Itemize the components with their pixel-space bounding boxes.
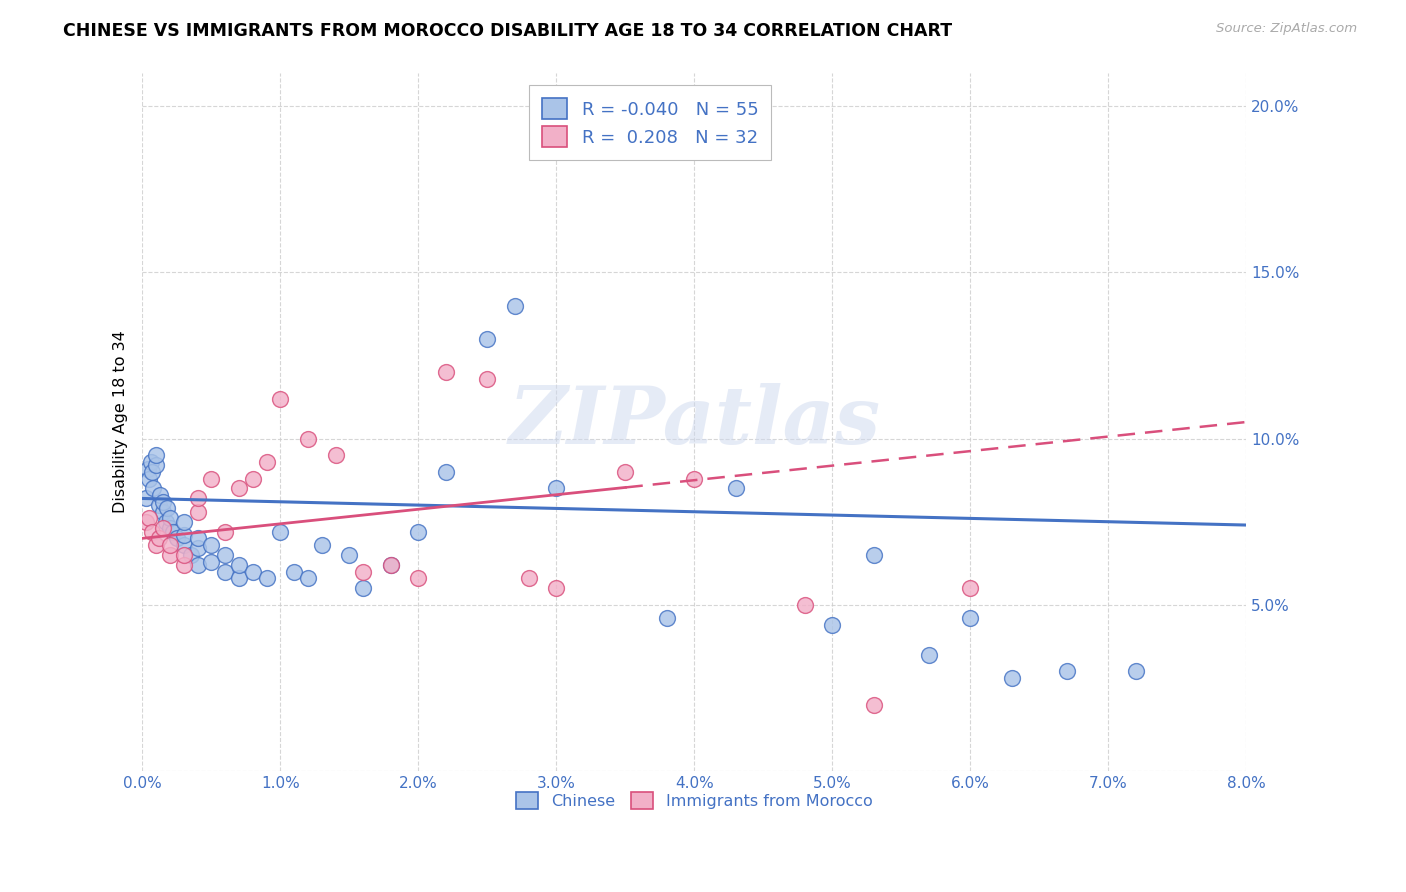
Point (186, 532, 208, 546)
Point (159, 521, 181, 535)
Point (141, 465, 163, 479)
Point (159, 548, 181, 562)
Point (352, 581, 374, 595)
Point (173, 548, 195, 562)
Point (242, 565, 264, 579)
Point (434, 465, 457, 479)
Point (148, 532, 170, 546)
Point (186, 541, 208, 556)
Point (152, 505, 174, 519)
Point (138, 511, 160, 525)
Point (173, 558, 195, 572)
Point (200, 538, 222, 552)
Point (477, 332, 499, 346)
Point (821, 617, 844, 632)
Text: Source: ZipAtlas.com: Source: ZipAtlas.com (1216, 22, 1357, 36)
Point (1056, 665, 1078, 679)
Point (156, 501, 179, 516)
Point (228, 558, 250, 572)
Point (297, 432, 319, 446)
Point (655, 611, 678, 625)
Point (242, 471, 264, 485)
Point (380, 558, 402, 572)
Point (135, 515, 157, 529)
Point (152, 521, 174, 535)
Point (283, 565, 305, 579)
Point (408, 524, 430, 539)
Point (142, 482, 165, 496)
Point (214, 524, 236, 539)
Point (200, 555, 222, 569)
Point (862, 548, 884, 562)
Point (136, 461, 159, 475)
Point (586, 139, 609, 153)
Point (408, 571, 430, 585)
Point (683, 471, 706, 485)
Y-axis label: Disability Age 18 to 34: Disability Age 18 to 34 (114, 331, 128, 514)
Point (325, 448, 347, 462)
Point (724, 482, 747, 496)
Point (297, 571, 319, 585)
Point (337, 548, 360, 562)
Point (173, 515, 195, 529)
Point (186, 505, 208, 519)
Point (269, 392, 291, 406)
Point (148, 498, 170, 512)
Point (434, 365, 457, 379)
Point (546, 581, 568, 595)
Point (352, 565, 374, 579)
Point (1001, 671, 1024, 685)
Point (214, 565, 236, 579)
Point (173, 538, 195, 552)
Point (162, 524, 184, 539)
Point (959, 581, 981, 595)
Point (159, 511, 181, 525)
Point (503, 299, 526, 313)
Point (145, 458, 167, 473)
Point (311, 538, 333, 552)
Point (256, 455, 278, 469)
Point (145, 538, 167, 552)
Text: CHINESE VS IMMIGRANTS FROM MOROCCO DISABILITY AGE 18 TO 34 CORRELATION CHART: CHINESE VS IMMIGRANTS FROM MOROCCO DISAB… (63, 22, 952, 40)
Point (214, 548, 236, 562)
Point (155, 515, 177, 529)
Point (173, 528, 195, 542)
Point (228, 482, 250, 496)
Point (139, 455, 162, 469)
Point (793, 598, 815, 612)
Text: ZIPatlas: ZIPatlas (509, 384, 880, 461)
Point (141, 524, 163, 539)
Legend: Chinese, Immigrants from Morocco: Chinese, Immigrants from Morocco (509, 786, 879, 815)
Point (1125, 665, 1147, 679)
Point (269, 524, 291, 539)
Point (186, 558, 208, 572)
Point (380, 558, 402, 572)
Point (228, 571, 250, 585)
Point (135, 491, 157, 506)
Point (918, 648, 941, 662)
Point (166, 532, 188, 546)
Point (959, 611, 981, 625)
Point (186, 491, 208, 506)
Point (256, 571, 278, 585)
Point (138, 471, 160, 485)
Point (145, 448, 167, 462)
Point (180, 548, 202, 562)
Point (517, 571, 540, 585)
Point (200, 471, 222, 485)
Point (477, 372, 499, 386)
Point (149, 488, 172, 502)
Point (546, 482, 568, 496)
Point (159, 538, 181, 552)
Point (862, 698, 884, 712)
Point (152, 495, 174, 509)
Point (614, 465, 637, 479)
